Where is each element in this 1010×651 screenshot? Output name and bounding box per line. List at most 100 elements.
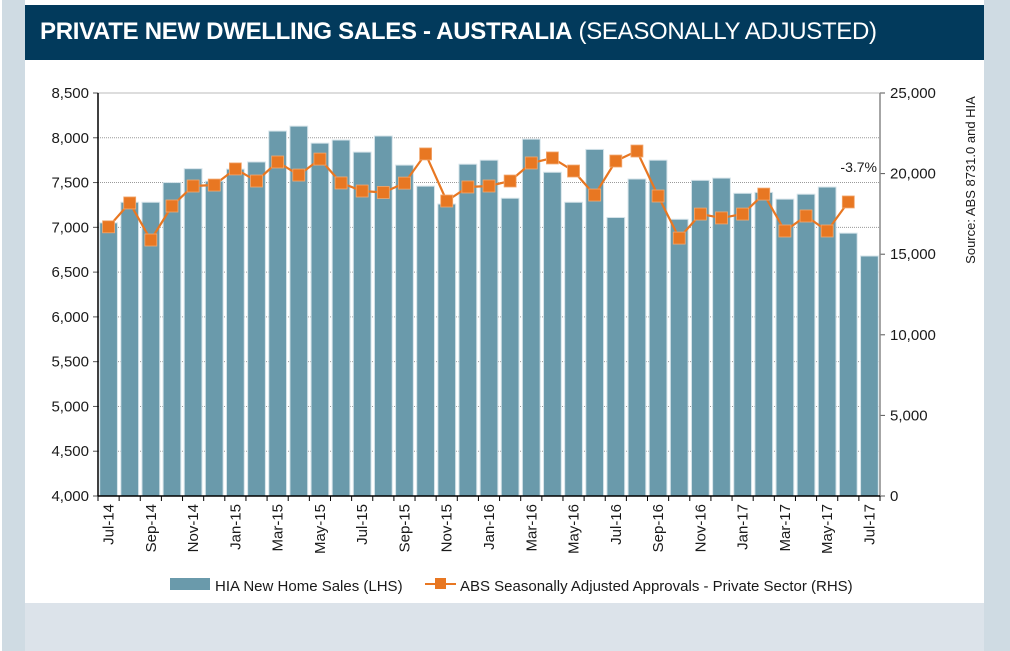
chart-title-main: PRIVATE NEW DWELLING SALES - AUSTRALIA <box>40 18 573 45</box>
chart-title-subtitle: (SEASONALLY ADJUSTED) <box>572 18 878 45</box>
line-series <box>102 144 855 247</box>
line-marker-Nov-14 <box>186 179 200 193</box>
line-marker-Feb-16 <box>503 174 517 188</box>
bar-Dec-16 <box>712 177 731 497</box>
bar-Jan-16 <box>479 159 499 497</box>
bar-Dec-14 <box>204 180 224 497</box>
line-marker-Dec-14 <box>207 178 221 192</box>
bar-Feb-15 <box>247 161 266 497</box>
x-axis-tick-label: Sep-14 <box>143 504 160 552</box>
source-label: Source: ABS 8731.0 and HIA <box>963 96 978 264</box>
bar-Nov-15 <box>437 203 457 497</box>
line-marker-Mar-16 <box>524 156 538 170</box>
bar-Feb-17 <box>754 191 774 497</box>
x-axis-tick-label: Jul-17 <box>861 504 878 545</box>
bar-Jul-17 <box>860 255 879 497</box>
line-marker-Oct-15 <box>419 147 432 161</box>
line-marker-Sep-16 <box>651 189 665 203</box>
line-marker-Nov-15 <box>440 194 454 208</box>
bar-Mar-17 <box>775 198 795 497</box>
bar-Aug-16 <box>627 178 647 497</box>
left-axis-tick-label: 8,000 <box>51 130 89 147</box>
bar-Jul-16 <box>606 216 626 497</box>
bar-Aug-14 <box>120 201 140 497</box>
left-axis-tick-label: 8,500 <box>51 85 89 102</box>
left-axis-tick-label: 5,000 <box>51 398 89 415</box>
right-axis-tick-label: 15,000 <box>890 246 936 263</box>
line-marker-May-17 <box>820 224 834 238</box>
right-axis-tick-label: 5,000 <box>890 407 928 424</box>
left-axis-tick-label: 7,000 <box>51 219 89 236</box>
x-axis-tick-label: Mar-15 <box>270 504 287 552</box>
line-marker-Mar-15 <box>271 155 285 169</box>
bar-Dec-15 <box>458 163 478 497</box>
bar-Oct-14 <box>162 182 182 497</box>
bar-Feb-16 <box>500 197 520 497</box>
bar-Nov-16 <box>690 179 710 497</box>
legend-line-label: ABS Seasonally Adjusted Approvals - Priv… <box>460 578 853 595</box>
bar-Oct-15 <box>416 185 435 497</box>
chart-header: PRIVATE NEW DWELLING SALES - AUSTRALIA (… <box>25 5 984 60</box>
line-marker-Apr-16 <box>546 151 559 165</box>
chart-title: PRIVATE NEW DWELLING SALES - AUSTRALIA (… <box>40 18 877 46</box>
line-marker-May-15 <box>313 152 327 166</box>
bar-May-16 <box>564 201 583 497</box>
legend: HIA New Home Sales (LHS) ABS Seasonally … <box>170 578 853 595</box>
line-marker-Feb-17 <box>757 187 771 201</box>
bar-Jan-15 <box>226 168 245 497</box>
x-axis-tick-label: Sep-16 <box>650 504 667 552</box>
bar-Apr-15 <box>289 125 309 497</box>
left-axis-tick-label: 6,000 <box>51 309 89 326</box>
line-marker-May-16 <box>567 164 580 178</box>
bar-Mar-16 <box>521 138 541 497</box>
line-marker-Jan-17 <box>736 207 750 221</box>
bar-Apr-16 <box>543 171 562 497</box>
line-marker-Mar-17 <box>778 224 792 238</box>
left-axis-tick-label: 4,000 <box>51 488 89 505</box>
right-side-panel <box>984 0 1010 651</box>
bar-Jun-15 <box>331 139 351 497</box>
right-axis-tick-label: 0 <box>890 488 898 505</box>
bar-Jul-14 <box>99 222 118 497</box>
x-axis-tick-label: Nov-14 <box>185 504 202 552</box>
right-axis-tick-label: 10,000 <box>890 327 936 344</box>
line-marker-Jan-16 <box>482 179 496 193</box>
x-axis-tick-label: Jan-15 <box>227 504 244 550</box>
x-axis-tick-label: Jan-17 <box>735 504 752 550</box>
legend-bar-label: HIA New Home Sales (LHS) <box>215 578 403 595</box>
bar-Oct-16 <box>669 218 689 497</box>
x-axis-tick-label: May-15 <box>312 504 329 554</box>
line-marker-Aug-16 <box>630 144 644 158</box>
x-axis-tick-label: Jul-15 <box>354 504 371 545</box>
line-marker-Sep-14 <box>144 233 158 247</box>
line-marker-Dec-16 <box>715 211 728 225</box>
left-axis-tick-label: 6,500 <box>51 264 89 281</box>
legend-line-marker <box>435 578 446 589</box>
bar-Jan-17 <box>733 192 752 497</box>
line-marker-Apr-15 <box>292 168 306 182</box>
x-axis-tick-label: Nov-15 <box>439 504 456 552</box>
right-axis-tick-label: 20,000 <box>890 166 936 183</box>
line-marker-Jul-15 <box>355 184 369 198</box>
line-marker-Jan-15 <box>228 162 242 176</box>
x-axis-tick-label: May-17 <box>819 504 836 554</box>
axis-labels: 4,000 4,500 5,000 5,500 6,000 6,500 7,000 7,500… <box>51 85 935 554</box>
line-marker-Aug-14 <box>123 196 137 210</box>
annotation-label: -3.7% <box>840 159 877 175</box>
bar-series <box>99 125 879 497</box>
left-axis-tick-label: 5,500 <box>51 354 89 371</box>
line-marker-Nov-16 <box>693 207 707 221</box>
line-marker-Oct-14 <box>165 199 179 213</box>
bar-Mar-15 <box>268 130 288 497</box>
x-axis-tick-label: Nov-16 <box>692 504 709 552</box>
x-axis-tick-label: Jul-16 <box>608 504 625 545</box>
bar-Apr-17 <box>796 193 816 497</box>
bar-Jul-15 <box>352 151 372 497</box>
line-marker-Aug-15 <box>376 186 390 199</box>
x-axis-tick-label: May-16 <box>566 504 583 554</box>
bar-Sep-15 <box>395 164 414 497</box>
line-marker-Jun-17 <box>841 195 855 209</box>
left-axis-tick-label: 7,500 <box>51 175 89 192</box>
left-axis-tick-label: 4,500 <box>51 443 89 460</box>
